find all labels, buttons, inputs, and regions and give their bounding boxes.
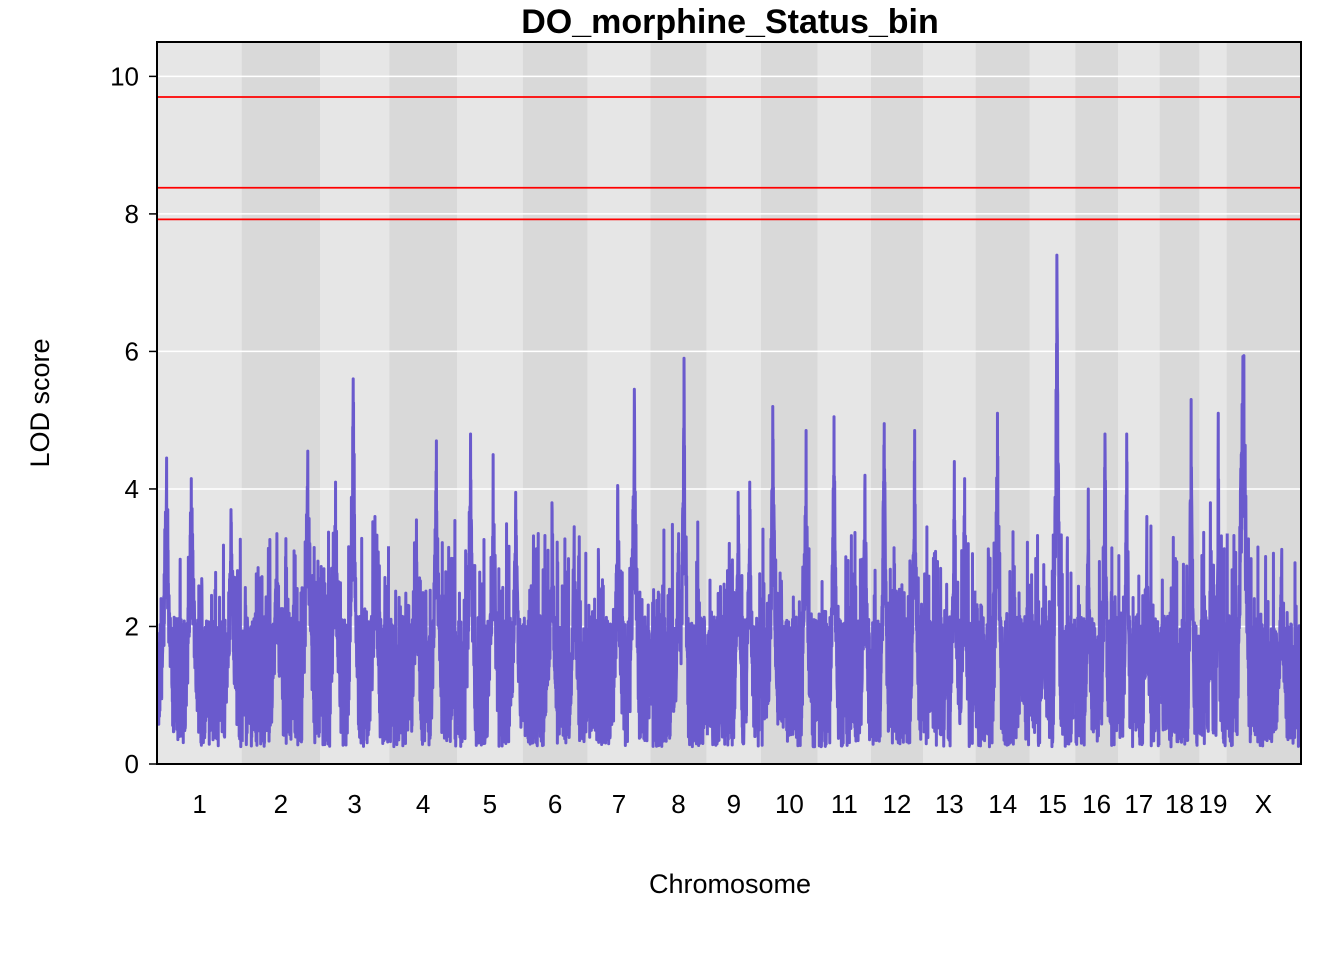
threshold-lines (157, 96, 1301, 221)
x-tick-label-11: 11 (831, 789, 858, 819)
y-tick-label: 2 (125, 611, 139, 641)
x-tick-label-12: 12 (882, 789, 911, 819)
x-tick-label-7: 7 (612, 789, 626, 819)
lod-trace-chr-2 (240, 449, 321, 748)
lod-trace-chr-10 (760, 404, 819, 749)
x-tick-label-5: 5 (483, 789, 497, 819)
x-tick-label-10: 10 (775, 789, 804, 819)
x-tick-label-4: 4 (416, 789, 430, 819)
x-tick-label-14: 14 (988, 789, 1017, 819)
y-tick-label: 6 (125, 336, 139, 366)
lod-trace-chr-16 (1074, 432, 1119, 747)
y-axis-label: LOD score (25, 338, 55, 467)
y-tick-label: 8 (125, 199, 139, 229)
x-tick-label-1: 1 (192, 789, 206, 819)
y-axis: 0 2 4 6 8 10 (110, 61, 157, 779)
x-tick-label-X: X (1255, 789, 1272, 819)
lod-trace-chr-6 (521, 501, 589, 748)
lod-trace-chr-15 (1028, 253, 1077, 749)
lod-trace-chr-3 (319, 377, 391, 748)
lod-trace-chr-5 (456, 432, 524, 748)
x-tick-label-9: 9 (727, 789, 741, 819)
lod-series (156, 253, 1302, 749)
chart-title: DO_morphine_Status_bin (521, 3, 939, 41)
x-tick-label-16: 16 (1082, 789, 1111, 819)
lod-trace-chr-14 (974, 411, 1031, 749)
x-tick-label-18: 18 (1165, 789, 1194, 819)
lod-trace-chr-8 (649, 356, 708, 749)
x-tick-label-17: 17 (1124, 789, 1153, 819)
lod-trace-chr-9 (705, 480, 762, 748)
x-tick-label-13: 13 (935, 789, 964, 819)
x-tick-label-6: 6 (548, 789, 562, 819)
y-tick-label: 0 (125, 749, 139, 779)
x-axis: 1 2 3 4 5 6 7 8 9 10 11 12 13 14 15 16 17 18 19 X (192, 789, 1272, 819)
x-tick-label-8: 8 (671, 789, 685, 819)
x-tick-label-2: 2 (274, 789, 288, 819)
plot-frame (156, 41, 1302, 765)
y-tick-label: 10 (110, 61, 139, 91)
lod-trace-chr-4 (388, 439, 458, 749)
lod-trace-chr-13 (922, 459, 977, 748)
lod-trace-chr-X (1225, 354, 1302, 748)
x-axis-label: Chromosome (649, 869, 811, 899)
y-tick-label: 4 (125, 474, 139, 504)
x-tick-label-15: 15 (1038, 789, 1067, 819)
x-tick-label-3: 3 (347, 789, 361, 819)
lod-trace-chr-1 (156, 456, 243, 749)
lod-trace-chr-7 (586, 387, 652, 748)
lod-trace-chr-18 (1158, 398, 1201, 749)
lod-trace-chr-17 (1117, 432, 1161, 749)
x-tick-label-19: 19 (1199, 789, 1228, 819)
lod-trace-chr-19 (1198, 411, 1228, 748)
lod-trace-chr-11 (816, 415, 872, 749)
lod-trace-chr-12 (869, 422, 924, 746)
